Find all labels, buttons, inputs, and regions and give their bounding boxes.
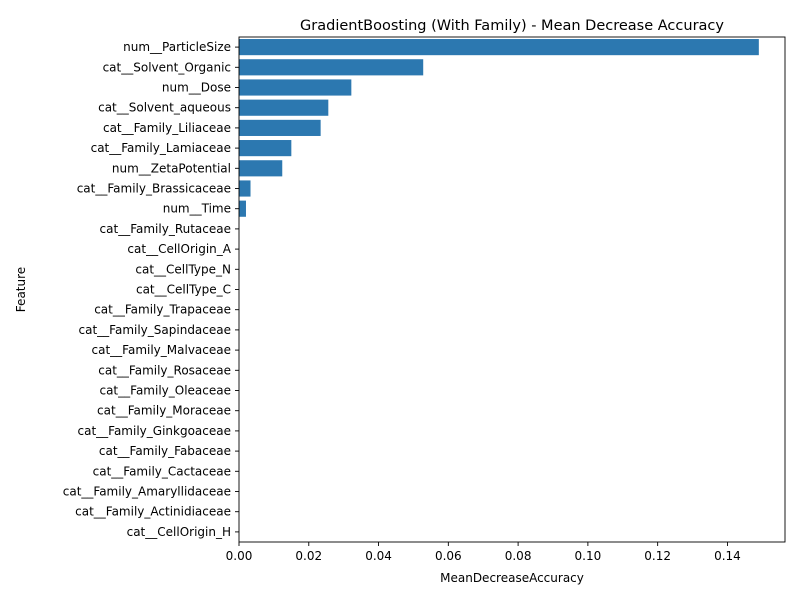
y-tick-label: num__Dose: [162, 81, 231, 95]
y-axis-ticks: num__ParticleSize cat__Solvent_Organicnum…: [63, 40, 239, 539]
bar-4: [239, 119, 321, 136]
y-tick-label: cat__Family_Fabaceae: [99, 444, 231, 458]
y-tick-label: cat__Family_Moraceae: [97, 404, 231, 418]
y-tick-label: cat__Family_Ginkgoaceae: [78, 424, 232, 438]
x-tick-label: 0.14: [714, 549, 741, 563]
y-tick-label: cat__Family_Liliaceae: [103, 121, 231, 135]
y-tick-label: num__Time: [163, 202, 231, 216]
x-axis-label: MeanDecreaseAccuracy: [440, 571, 584, 585]
y-tick-label: cat__Family_Amaryllidaceae: [63, 485, 231, 499]
bar-5: [239, 140, 292, 157]
x-tick-label: 0.12: [644, 549, 671, 563]
bar-2: [239, 79, 352, 96]
y-tick-label: cat__CellOrigin_H: [127, 525, 231, 539]
y-tick-label: cat__Family_Lamiaceae: [91, 141, 231, 155]
bars-group: [239, 39, 759, 217]
y-tick-label: cat__Family_Malvaceae: [92, 343, 231, 357]
bar-0: [239, 39, 759, 56]
y-tick-label: cat__Family_Cactaceae: [93, 464, 231, 478]
bar-8: [239, 200, 246, 217]
y-tick-label: num__ZetaPotential: [112, 161, 231, 175]
y-tick-label: cat__CellOrigin_A: [127, 242, 231, 256]
y-tick-label: num__ParticleSize: [123, 40, 231, 54]
x-tick-label: 0.10: [575, 549, 602, 563]
x-tick-label: 0.04: [365, 549, 392, 563]
bar-1: [239, 59, 424, 76]
y-tick-label: cat__CellType_N: [135, 262, 231, 276]
y-tick-label: cat__Family_Sapindaceae: [79, 323, 231, 337]
y-tick-label: cat__Family_Actinidiaceae: [75, 505, 231, 519]
y-tick-label: cat__Solvent_Organic: [103, 60, 231, 74]
x-tick-label: 0.06: [435, 549, 462, 563]
bar-6: [239, 160, 283, 177]
x-axis-ticks: 0.00 0.02 0.04 0.06 0.08 0.10 0.12 0.14: [226, 542, 741, 563]
y-tick-label: cat__Family_Brassicaceae: [77, 182, 231, 196]
chart-title: GradientBoosting (With Family) - Mean De…: [300, 18, 724, 34]
y-tick-label: cat__Family_Oleaceae: [99, 384, 231, 398]
bar-7: [239, 180, 251, 197]
axes-frame: [238, 36, 786, 543]
y-tick-label: cat__Family_Rutaceae: [100, 222, 231, 236]
y-tick-label: cat__Family_Trapaceae: [94, 303, 231, 317]
y-axis-label: Feature: [14, 267, 28, 312]
bar-3: [239, 99, 329, 116]
y-tick-label: cat__Solvent_aqueous: [98, 101, 231, 115]
y-tick-label: cat__CellType_C: [136, 283, 231, 297]
x-tick-label: 0.08: [505, 549, 532, 563]
x-tick-label: 0.00: [226, 549, 253, 563]
y-tick-label: cat__Family_Rosaceae: [98, 363, 231, 377]
x-tick-label: 0.02: [295, 549, 322, 563]
